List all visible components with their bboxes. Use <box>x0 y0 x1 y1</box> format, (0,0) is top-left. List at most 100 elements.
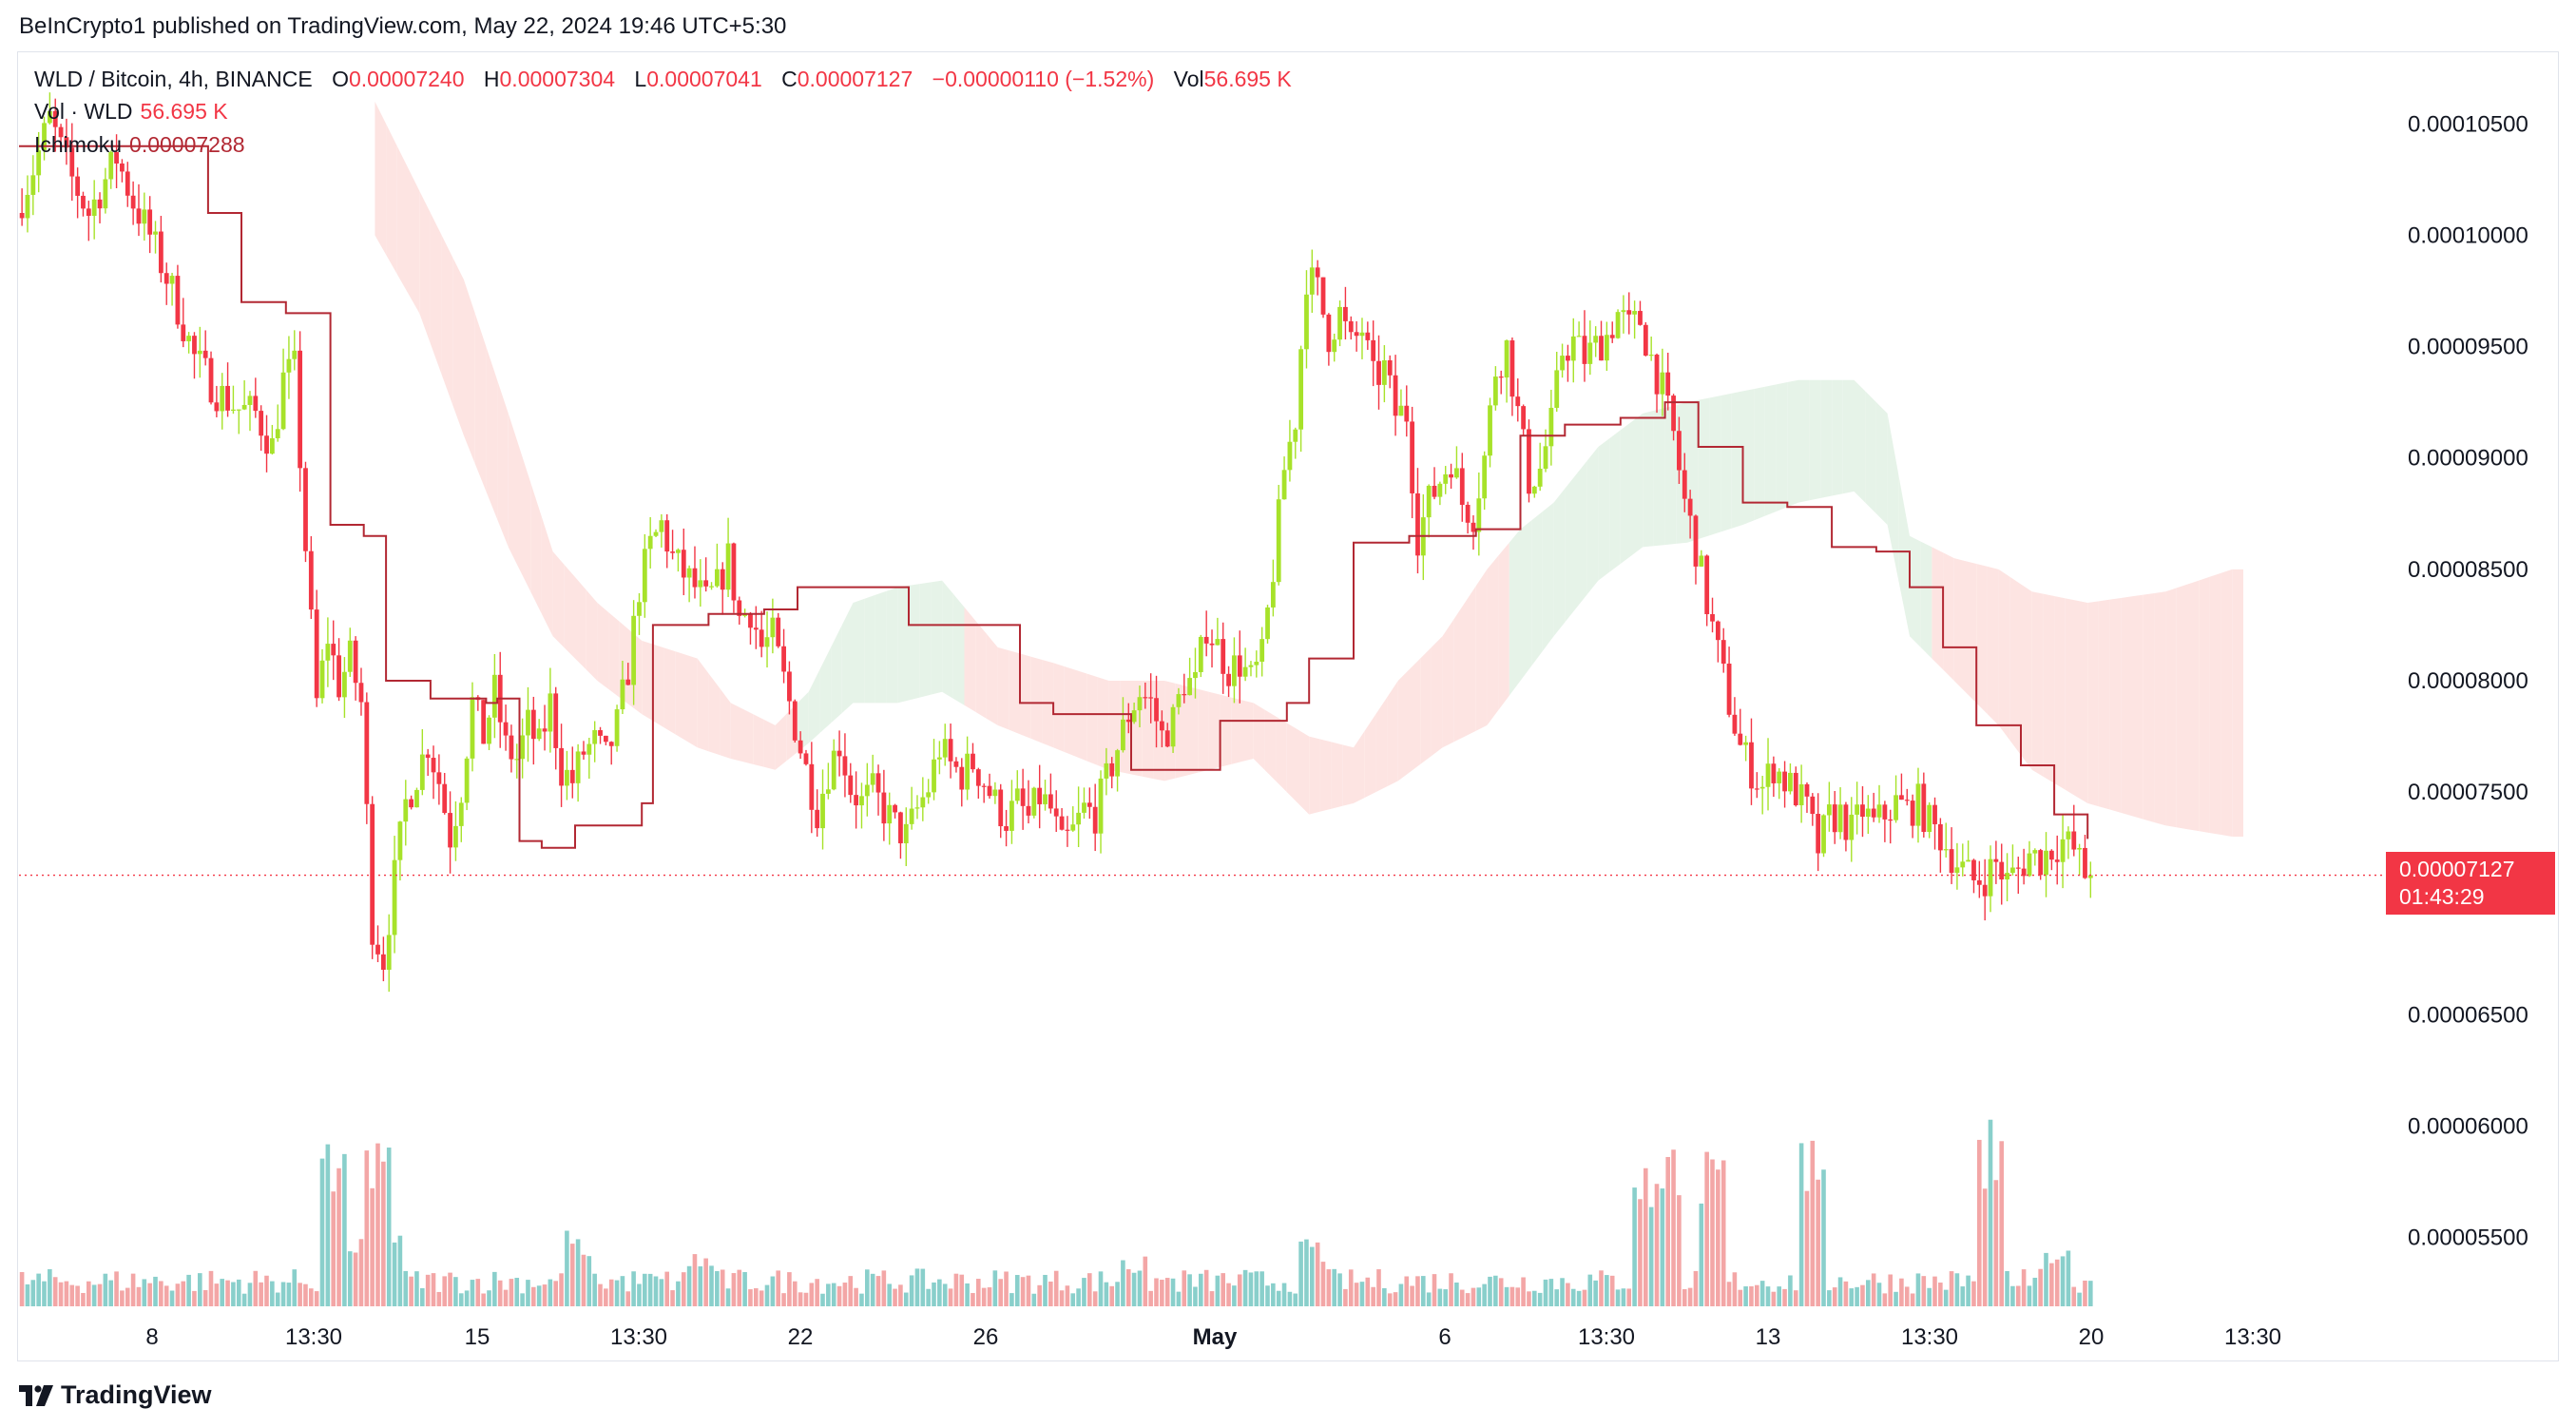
volume-bar <box>1415 1276 1420 1306</box>
candle-body <box>1687 498 1693 516</box>
candle-body <box>781 646 786 672</box>
candle-body <box>620 679 625 710</box>
cloud-segment <box>1198 688 1209 773</box>
cloud-segment <box>1776 382 1788 511</box>
volume-bar <box>464 1290 470 1306</box>
candle-body <box>1537 469 1543 487</box>
volume-bar <box>514 1278 520 1306</box>
candle-body <box>303 468 308 551</box>
volume-bar <box>971 1293 975 1306</box>
candle-body <box>1826 804 1832 816</box>
cloud-segment <box>1465 586 1476 737</box>
legend-low-label: L <box>634 67 647 91</box>
volume-bar <box>2044 1252 2048 1306</box>
candle-body <box>653 531 659 536</box>
price-axis-label: 0.00007500 <box>2408 780 2528 805</box>
candle-body <box>1237 655 1242 677</box>
candle-body <box>1254 661 1259 666</box>
candle-body <box>603 735 608 743</box>
legend-ichimoku-value: 0.00007288 <box>129 132 245 157</box>
cloud-segment <box>1331 742 1343 809</box>
volume-bar <box>503 1289 509 1306</box>
legend-high-label: H <box>483 67 500 91</box>
candle-body <box>1593 336 1599 343</box>
cloud-segment <box>2132 594 2143 820</box>
candle-body <box>464 758 470 803</box>
candle-body <box>130 195 136 209</box>
volume-bar <box>1771 1291 1777 1306</box>
candle-body <box>842 756 848 776</box>
candle-body <box>175 276 181 325</box>
candle-body <box>820 793 825 829</box>
volume-bar <box>987 1287 992 1306</box>
candle-body <box>1966 859 1971 862</box>
candle-body <box>1910 801 1915 826</box>
candle-body <box>1643 324 1648 357</box>
volume-bar <box>531 1286 536 1306</box>
volume-bar <box>1648 1206 1654 1306</box>
candle-body <box>1638 311 1643 325</box>
candle-body <box>1660 372 1665 395</box>
cloud-segment <box>1387 681 1398 787</box>
volume-bar <box>787 1272 792 1306</box>
candle-body <box>364 702 370 804</box>
tradingview-logo[interactable]: TradingView <box>19 1380 212 1410</box>
candle-body <box>1710 613 1715 622</box>
volume-bar <box>720 1269 725 1306</box>
volume-bar <box>992 1270 998 1306</box>
legend-ichimoku-label: Ichimoku <box>34 132 123 157</box>
volume-bar <box>280 1282 286 1306</box>
cloud-segment <box>986 633 998 725</box>
cloud-segment <box>1787 379 1798 508</box>
time-axis-label: 13:30 <box>1901 1324 1958 1350</box>
candle-body <box>981 785 987 787</box>
candle-body <box>1203 636 1209 644</box>
cloud-segment <box>741 708 754 764</box>
candle-body <box>720 569 725 590</box>
time-axis-label: 20 <box>2079 1324 2105 1350</box>
cloud-segment <box>1820 379 1833 498</box>
candle-body <box>1125 719 1131 723</box>
candle-body <box>1398 405 1404 416</box>
volume-bar <box>1954 1273 1960 1306</box>
candle-body <box>1771 763 1777 783</box>
volume-bar <box>1576 1290 1582 1306</box>
cloud-segment <box>964 607 976 712</box>
candle-body <box>380 954 386 971</box>
volume-bar <box>487 1290 491 1306</box>
candle-body <box>1315 267 1320 278</box>
candle-body <box>1182 694 1187 696</box>
candle-body <box>52 110 58 127</box>
volume-bar <box>1755 1284 1759 1306</box>
volume-bar <box>2071 1286 2077 1306</box>
volume-bar <box>1014 1275 1020 1306</box>
candle-body <box>1326 314 1332 353</box>
candle-body <box>642 549 647 603</box>
volume-bar <box>414 1271 419 1306</box>
candle-body <box>787 671 792 702</box>
volume-bar <box>2077 1292 2082 1306</box>
volume-bar <box>87 1281 91 1306</box>
cloud-segment <box>2220 569 2233 837</box>
candle-body <box>2021 868 2027 877</box>
candle-body <box>1871 808 1876 818</box>
cloud-segment <box>1276 716 1287 793</box>
volume-bar <box>1193 1286 1198 1306</box>
candle-body <box>825 789 831 794</box>
volume-bar <box>1827 1290 1832 1306</box>
cloud-segment <box>396 145 409 294</box>
volume-bar <box>1793 1290 1798 1306</box>
candle-body <box>831 750 836 790</box>
candle-body <box>1954 867 1960 874</box>
candle-body <box>1443 473 1449 484</box>
cloud-segment <box>1598 438 1610 581</box>
volume-bar <box>1810 1140 1816 1306</box>
cloud-segment <box>2121 596 2132 817</box>
candle-body <box>280 372 286 430</box>
candle-body <box>292 350 298 359</box>
volume-bar <box>1626 1288 1632 1306</box>
volume-bar <box>19 1271 25 1306</box>
volume-bar <box>1254 1271 1259 1306</box>
candle-body <box>953 761 959 767</box>
